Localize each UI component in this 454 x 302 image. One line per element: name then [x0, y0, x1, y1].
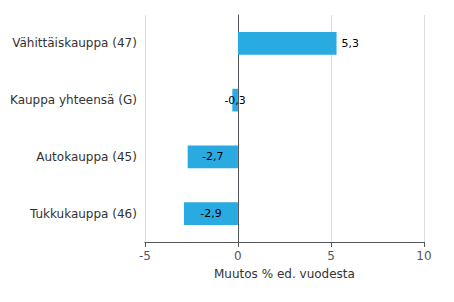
svg-text:5,3: 5,3 — [342, 37, 360, 50]
svg-text:Vähittäiskauppa (47): Vähittäiskauppa (47) — [12, 36, 137, 50]
svg-text:0: 0 — [234, 249, 242, 263]
svg-text:-2,7: -2,7 — [202, 150, 223, 163]
svg-text:5: 5 — [327, 249, 335, 263]
svg-text:Kauppa yhteensä (G): Kauppa yhteensä (G) — [10, 93, 137, 107]
svg-text:-0,3: -0,3 — [224, 94, 245, 107]
svg-text:-2,9: -2,9 — [200, 207, 221, 220]
svg-text:10: 10 — [416, 249, 431, 263]
svg-text:Muutos % ed. vuodesta: Muutos % ed. vuodesta — [214, 267, 355, 281]
svg-text:Autokauppa (45): Autokauppa (45) — [36, 150, 137, 164]
svg-text:-5: -5 — [139, 249, 151, 263]
svg-text:Tukkukauppa (46): Tukkukauppa (46) — [29, 207, 137, 221]
